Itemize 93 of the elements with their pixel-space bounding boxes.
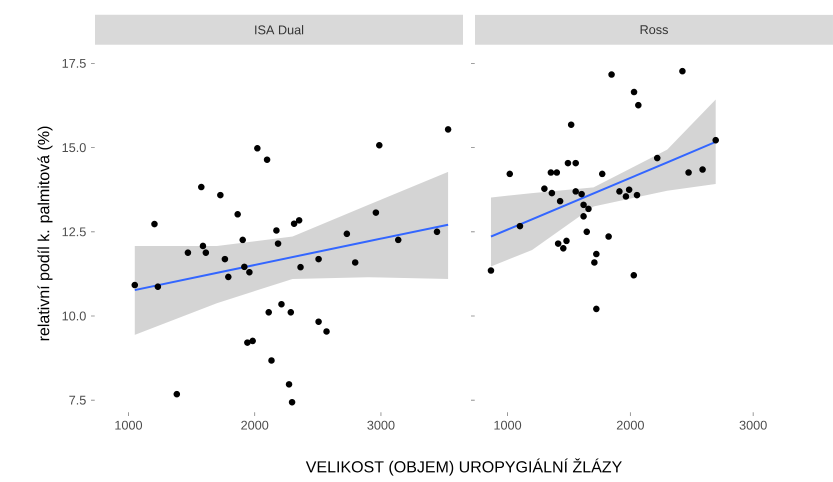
y-tick-label: 7.5	[69, 396, 86, 405]
point	[273, 227, 280, 234]
point	[568, 121, 574, 128]
point	[290, 220, 298, 227]
point	[630, 88, 638, 96]
point	[198, 184, 205, 190]
point	[254, 145, 261, 152]
point	[635, 102, 642, 108]
point	[608, 71, 615, 78]
point	[296, 217, 302, 224]
point	[184, 249, 192, 256]
x-tick-label: 1000	[494, 420, 522, 430]
point	[598, 170, 606, 178]
point	[699, 166, 706, 173]
point	[685, 169, 692, 176]
point	[572, 188, 579, 195]
point	[593, 306, 600, 312]
point	[323, 328, 330, 335]
point	[712, 136, 719, 144]
point	[241, 264, 248, 270]
point	[352, 259, 358, 266]
y-tick-label: 17.5	[62, 58, 86, 68]
y-tick-label: 15.0	[62, 143, 86, 152]
point	[554, 169, 560, 176]
point	[376, 142, 383, 149]
point	[174, 390, 180, 398]
point	[288, 398, 296, 406]
point	[548, 169, 554, 176]
point	[593, 250, 600, 258]
point	[394, 236, 402, 244]
point	[580, 213, 587, 220]
point	[548, 190, 556, 196]
point	[560, 245, 567, 252]
point	[217, 192, 224, 198]
point	[234, 211, 241, 218]
point	[315, 318, 322, 325]
point	[541, 185, 548, 192]
point	[344, 230, 350, 238]
point	[444, 126, 452, 133]
x-tick-label: 2000	[616, 420, 644, 430]
y-axis-title: relativní podíl k. palmitová (%)	[37, 126, 52, 340]
point	[563, 238, 570, 244]
x-tick-label: 3000	[367, 420, 395, 430]
point	[630, 272, 638, 279]
chart-title: Ross	[640, 25, 668, 34]
point	[572, 160, 579, 166]
point	[222, 256, 228, 262]
point	[605, 233, 612, 240]
point	[506, 170, 514, 178]
point	[434, 228, 440, 236]
chart-title: ISA Dual	[255, 25, 304, 34]
point	[244, 339, 251, 346]
y-tick-label: 12.5	[62, 227, 86, 236]
point	[580, 202, 587, 208]
point	[286, 381, 292, 388]
point	[246, 268, 253, 276]
x-tick-label: 3000	[740, 420, 767, 430]
point	[315, 256, 322, 262]
point	[564, 160, 572, 166]
point	[554, 240, 562, 247]
x-tick-label: 1000	[115, 420, 142, 430]
point	[249, 338, 256, 344]
point	[151, 220, 158, 228]
point	[297, 264, 304, 270]
point	[278, 300, 285, 308]
point	[583, 228, 590, 236]
point	[268, 357, 275, 364]
x-tick-label: 2000	[241, 420, 268, 430]
y-tick-label: 10.0	[62, 312, 86, 320]
point	[225, 274, 232, 280]
x-axis-title: VELIKOST (OBJEM) UROPYGIÁLNÍ ŽLÁZY	[306, 458, 622, 476]
point	[132, 282, 138, 288]
point	[239, 236, 246, 244]
point	[626, 186, 632, 193]
point	[622, 193, 630, 200]
point	[200, 242, 206, 250]
point	[585, 206, 592, 212]
point	[634, 192, 640, 198]
point	[288, 309, 294, 316]
point	[372, 209, 380, 216]
point	[274, 240, 282, 247]
point	[556, 198, 564, 204]
point	[154, 283, 162, 290]
point	[591, 259, 598, 266]
point	[578, 190, 585, 198]
point	[616, 188, 623, 195]
point	[516, 222, 524, 230]
point	[679, 68, 686, 74]
point	[264, 156, 270, 164]
point	[488, 267, 494, 274]
point	[654, 154, 661, 162]
point	[202, 249, 210, 256]
point	[265, 309, 272, 316]
